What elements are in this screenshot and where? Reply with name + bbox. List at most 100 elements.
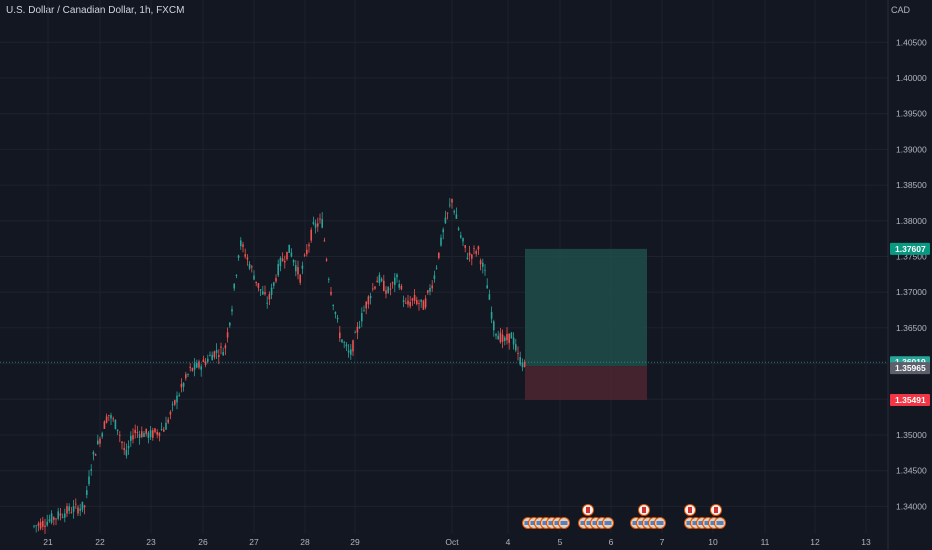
candle-body [270,287,273,295]
event-flag-stripe [716,521,724,525]
candle-body [246,257,249,260]
event-flag-icon[interactable] [602,517,614,529]
candle-body [130,435,132,441]
price-tick-label: 1.38000 [896,216,927,226]
candle-body [53,517,55,520]
take-profit-zone[interactable] [525,248,647,367]
price-tick-label: 1.37500 [896,252,927,262]
price-tick-label: 1.40500 [896,37,927,47]
candle-body [292,259,295,263]
candle-body [449,204,451,206]
candle-body [224,345,227,349]
candle-body [464,245,466,248]
price-tick-label: 1.36500 [896,323,927,333]
candle-body [354,332,356,334]
candle-body [171,403,174,405]
candle-body [440,237,442,246]
candle-body [222,352,224,356]
time-tick-label: Oct [445,537,459,547]
candle-body [158,432,161,437]
event-flag-icon[interactable] [714,517,726,529]
candle-body [198,361,200,368]
candle-body [438,252,440,259]
candle-body [521,362,524,368]
candle-body [306,249,308,255]
position-zones[interactable] [525,248,647,400]
candle-body [110,415,112,419]
candle-body [97,440,99,445]
candle-body [248,264,251,269]
grid-lines [0,0,889,550]
time-tick-label: 7 [660,537,665,547]
candle-body [68,506,70,512]
candle-body [196,362,198,368]
economic-events[interactable] [522,504,726,529]
candle-body [332,304,334,306]
candle-body [251,266,253,268]
stop-loss-zone[interactable] [525,366,647,400]
time-axis[interactable]: 21 22 23 26 27 28 29 Oct 4 5 6 7 10 11 12 13 [43,537,871,547]
price-axis[interactable]: 1.340001.345001.350001.355001.360001.365… [896,37,927,511]
event-flag-icon[interactable] [654,517,666,529]
candle-body [495,333,497,336]
candle-body [103,421,106,429]
candle-body [497,335,499,340]
price-badge-label-target: 1.37607 [895,244,926,254]
event-flag-icon[interactable] [558,517,570,529]
event-flag-icon[interactable] [684,504,696,516]
candle-body [515,344,517,351]
candle-body [79,508,81,511]
candle-body [42,520,44,527]
candle-body [213,351,216,358]
candle-body [112,418,114,420]
time-tick-label: 21 [43,537,53,547]
candle-body [207,358,209,362]
candle-body [44,525,46,528]
candle-body [475,251,477,254]
candle-body [191,368,194,371]
candle-body [374,286,376,289]
candle-body [451,199,453,203]
candle-body [319,218,321,220]
candle-body [193,363,196,370]
candle-body [369,295,372,299]
candle-body [486,285,488,289]
candle-body [372,288,374,290]
candle-body [141,431,143,438]
candle-body [189,366,191,368]
candle-body [429,287,431,292]
candle-body [61,516,64,518]
candle-body [317,223,319,227]
candle-body [398,283,400,288]
candle-body [295,265,297,272]
event-flag-icon[interactable] [710,504,722,516]
candle-body [512,337,515,345]
candle-body [378,274,381,284]
candle-body [484,269,486,271]
price-tick-label: 1.34500 [896,466,927,476]
candle-body [361,313,363,322]
candle-body [385,290,387,294]
candle-body [367,296,370,305]
candle-body [264,292,266,295]
candle-body [356,326,359,333]
candle-body [341,339,343,343]
candle-body [127,445,130,449]
event-flag-icon[interactable] [638,504,650,516]
candle-body [409,301,411,307]
candle-body [477,246,480,250]
event-flag-icon[interactable] [582,504,594,516]
candle-body [402,300,405,303]
candle-body [321,219,323,228]
candle-body [202,359,205,362]
candle-body [418,303,420,304]
candle-body [466,257,469,260]
event-flag-stripe [560,521,568,525]
candle-body [396,274,398,278]
candle-body [138,434,141,438]
candle-body [523,362,526,367]
candle-body [501,334,504,342]
candle-body [462,238,464,242]
